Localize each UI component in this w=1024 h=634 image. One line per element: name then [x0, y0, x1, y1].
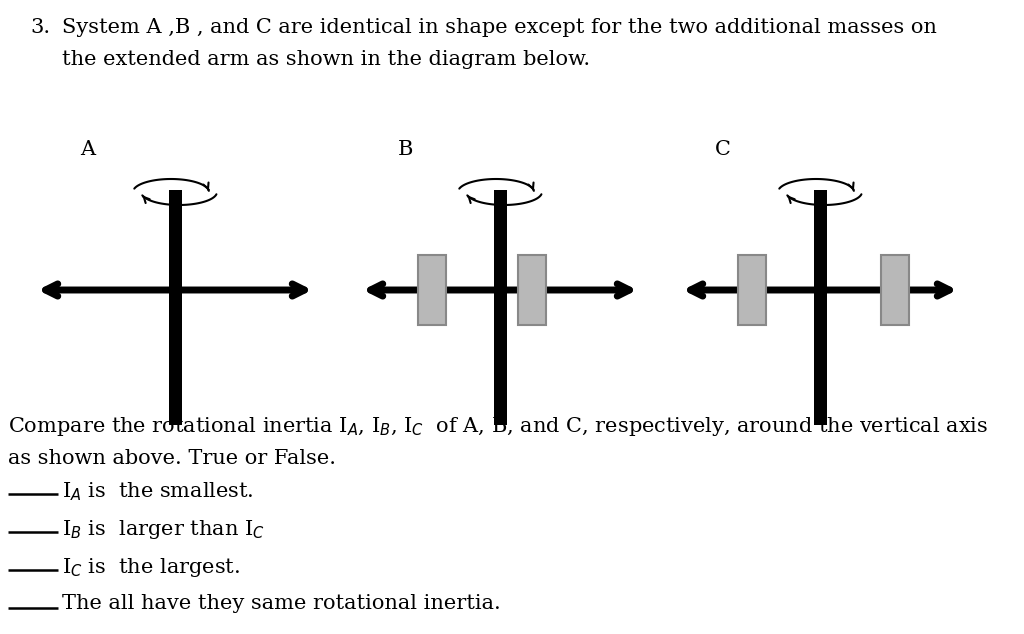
- Bar: [518, 255, 546, 325]
- Text: C: C: [715, 140, 731, 159]
- Text: The all have they same rotational inertia.: The all have they same rotational inerti…: [62, 594, 501, 613]
- Text: Compare the rotational inertia I$_{A}$, I$_{B}$, I$_{C}$  of A, B, and C, respec: Compare the rotational inertia I$_{A}$, …: [8, 415, 988, 438]
- Text: I$_{C}$ is  the largest.: I$_{C}$ is the largest.: [62, 556, 240, 579]
- Bar: [418, 255, 446, 325]
- Bar: [494, 190, 507, 425]
- Text: as shown above. True or False.: as shown above. True or False.: [8, 449, 336, 468]
- Text: B: B: [398, 140, 414, 159]
- Text: A: A: [80, 140, 95, 159]
- Text: I$_{B}$ is  larger than I$_{C}$: I$_{B}$ is larger than I$_{C}$: [62, 518, 265, 541]
- Text: System A ,B , and C are identical in shape except for the two additional masses : System A ,B , and C are identical in sha…: [62, 18, 937, 37]
- Text: the extended arm as shown in the diagram below.: the extended arm as shown in the diagram…: [62, 50, 590, 69]
- Text: I$_{A}$ is  the smallest.: I$_{A}$ is the smallest.: [62, 480, 254, 503]
- Bar: [881, 255, 909, 325]
- Bar: [813, 190, 826, 425]
- Bar: [738, 255, 766, 325]
- Text: 3.: 3.: [30, 18, 50, 37]
- Bar: [169, 190, 181, 425]
